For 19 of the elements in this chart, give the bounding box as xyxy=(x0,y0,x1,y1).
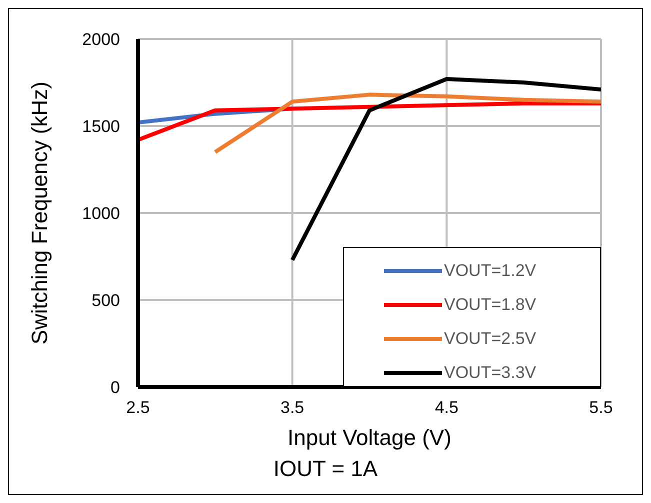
legend-label: VOUT=1.8V xyxy=(444,295,536,315)
legend-label: VOUT=3.3V xyxy=(444,363,536,383)
x-tick-label: 4.5 xyxy=(434,398,458,418)
y-tick-label: 500 xyxy=(92,291,120,310)
line-series xyxy=(213,92,601,154)
line-series xyxy=(138,101,601,142)
line-series xyxy=(290,77,601,262)
y-tick-label: 2000 xyxy=(82,30,120,50)
legend-label: VOUT=1.2V xyxy=(444,261,536,281)
y-tick-label: 0 xyxy=(110,378,120,398)
y-tick-label: 1000 xyxy=(82,204,120,224)
text: IOUT = 1A xyxy=(272,456,379,482)
x-tick-label: 3.5 xyxy=(280,398,304,418)
y-axis-title: Switching Frequency (kHz) xyxy=(26,82,52,344)
legend-label: VOUT=2.5V xyxy=(444,329,536,349)
x-tick-label: 2.5 xyxy=(126,398,150,418)
x-axis-title: Input Voltage (V) xyxy=(288,425,452,450)
x-tick-label: 5.5 xyxy=(589,398,613,418)
y-tick-label: 1500 xyxy=(82,117,120,136)
